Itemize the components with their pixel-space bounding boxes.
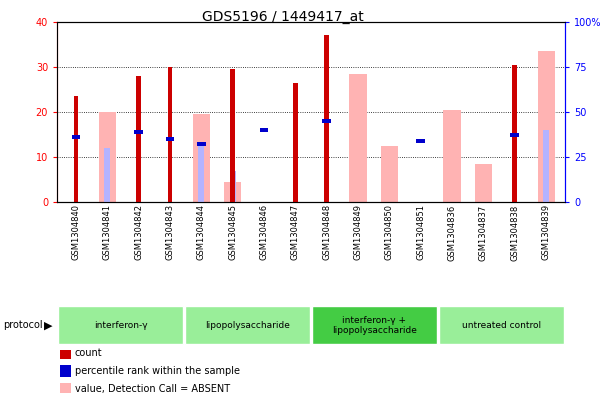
Bar bbox=[475, 164, 492, 202]
Bar bbox=[224, 182, 241, 202]
Text: GSM1304846: GSM1304846 bbox=[260, 204, 269, 261]
Bar bbox=[513, 64, 517, 202]
Bar bbox=[230, 69, 235, 202]
Text: interferon-γ +
lipopolysaccharide: interferon-γ + lipopolysaccharide bbox=[332, 316, 417, 335]
Bar bbox=[59, 348, 71, 359]
Text: lipopolysaccharide: lipopolysaccharide bbox=[205, 321, 290, 330]
Bar bbox=[537, 51, 555, 202]
Bar bbox=[193, 114, 210, 202]
Bar bbox=[325, 35, 329, 202]
Text: GSM1304838: GSM1304838 bbox=[510, 204, 519, 261]
Bar bbox=[260, 128, 269, 132]
Bar bbox=[197, 141, 206, 146]
Text: GSM1304840: GSM1304840 bbox=[72, 204, 81, 260]
Bar bbox=[136, 76, 141, 202]
Bar bbox=[444, 110, 461, 202]
Text: GSM1304845: GSM1304845 bbox=[228, 204, 237, 260]
Bar bbox=[439, 306, 564, 344]
Bar bbox=[349, 73, 367, 202]
Bar bbox=[185, 306, 310, 344]
Text: GSM1304844: GSM1304844 bbox=[197, 204, 206, 260]
Bar bbox=[73, 96, 78, 202]
Text: GSM1304843: GSM1304843 bbox=[165, 204, 174, 261]
Text: GSM1304849: GSM1304849 bbox=[353, 204, 362, 260]
Text: percentile rank within the sample: percentile rank within the sample bbox=[75, 366, 240, 376]
Bar bbox=[165, 137, 174, 141]
Bar bbox=[416, 140, 425, 143]
Text: GSM1304847: GSM1304847 bbox=[291, 204, 300, 261]
Text: GDS5196 / 1449417_at: GDS5196 / 1449417_at bbox=[201, 10, 364, 24]
Bar bbox=[293, 83, 297, 202]
Bar bbox=[313, 306, 437, 344]
Bar bbox=[322, 119, 331, 123]
Bar bbox=[543, 130, 549, 202]
Bar bbox=[230, 171, 236, 202]
Bar bbox=[99, 112, 116, 202]
Text: GSM1304841: GSM1304841 bbox=[103, 204, 112, 260]
Bar bbox=[134, 130, 143, 134]
Text: GSM1304839: GSM1304839 bbox=[542, 204, 551, 261]
Bar bbox=[72, 135, 81, 139]
Text: untreated control: untreated control bbox=[462, 321, 541, 330]
Text: protocol: protocol bbox=[3, 320, 43, 330]
Bar bbox=[58, 306, 183, 344]
Text: GSM1304837: GSM1304837 bbox=[479, 204, 488, 261]
Bar bbox=[104, 148, 111, 202]
Bar bbox=[59, 365, 71, 376]
Bar bbox=[198, 143, 204, 202]
Text: GSM1304848: GSM1304848 bbox=[322, 204, 331, 261]
Text: count: count bbox=[75, 348, 103, 358]
Text: GSM1304850: GSM1304850 bbox=[385, 204, 394, 260]
Text: GSM1304842: GSM1304842 bbox=[134, 204, 143, 260]
Text: GSM1304836: GSM1304836 bbox=[448, 204, 457, 261]
Bar bbox=[59, 383, 71, 393]
Bar bbox=[168, 67, 172, 202]
Text: GSM1304851: GSM1304851 bbox=[416, 204, 426, 260]
Text: interferon-γ: interferon-γ bbox=[94, 321, 147, 330]
Bar bbox=[381, 146, 398, 202]
Bar bbox=[510, 132, 519, 137]
Text: value, Detection Call = ABSENT: value, Detection Call = ABSENT bbox=[75, 384, 230, 393]
Text: ▶: ▶ bbox=[44, 320, 52, 330]
